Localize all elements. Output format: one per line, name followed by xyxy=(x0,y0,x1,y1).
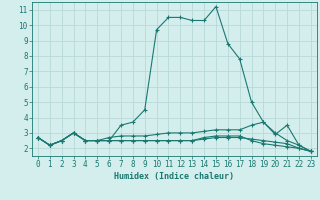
X-axis label: Humidex (Indice chaleur): Humidex (Indice chaleur) xyxy=(115,172,234,181)
